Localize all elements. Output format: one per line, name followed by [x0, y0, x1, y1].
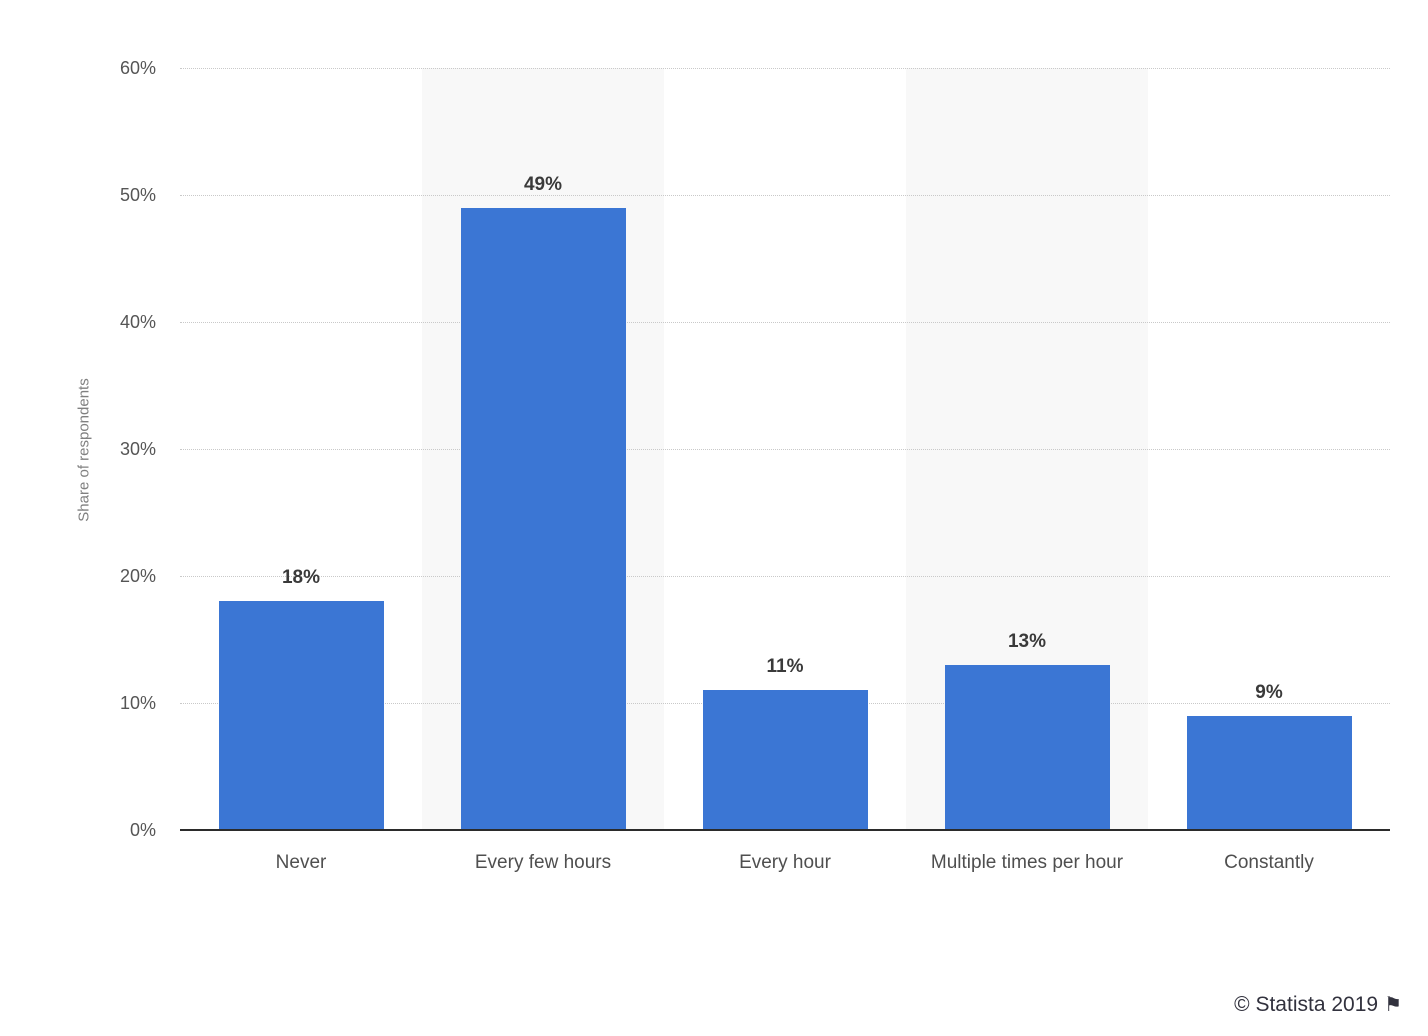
copyright-footer: © Statista 2019 ⚑ [1234, 992, 1402, 1017]
category-label-multiple-times-per-hour: Multiple times per hour [930, 852, 1124, 873]
plot-area [180, 68, 1390, 831]
gridline-20 [180, 576, 1390, 577]
value-label-constantly: 9% [1255, 681, 1283, 703]
category-label-constantly: Constantly [1224, 852, 1314, 873]
y-tick-40: 40% [119, 312, 156, 332]
bar-every-few-hours [460, 207, 626, 830]
bar-every-hour [702, 690, 868, 830]
y-tick-60: 60% [119, 58, 156, 78]
flag-icon: ⚑ [1384, 994, 1402, 1016]
value-label-never: 18% [281, 567, 321, 589]
gridline-50 [180, 195, 1390, 196]
y-tick-20: 20% [119, 566, 156, 586]
category-label-every-few-hours: Every few hours [474, 852, 612, 873]
y-tick-0: 0% [129, 820, 156, 840]
value-label-multiple-times-per-hour: 13% [1007, 630, 1047, 652]
x-axis-line [180, 829, 1390, 831]
bar-multiple-times-per-hour [944, 664, 1110, 830]
category-label-every-hour: Every hour [739, 852, 831, 873]
copyright-text: © Statista 2019 [1234, 993, 1379, 1016]
y-tick-50: 50% [119, 185, 156, 205]
gridline-30 [180, 449, 1390, 450]
bar-never [218, 601, 384, 830]
category-label-never: Never [275, 852, 327, 873]
y-tick-10: 10% [119, 693, 156, 713]
y-tick-30: 30% [119, 439, 156, 459]
value-label-every-few-hours: 49% [523, 173, 563, 195]
bar-constantly [1186, 715, 1352, 830]
gridline-40 [180, 322, 1390, 323]
gridline-60 [180, 68, 1390, 69]
value-label-every-hour: 11% [766, 656, 804, 678]
